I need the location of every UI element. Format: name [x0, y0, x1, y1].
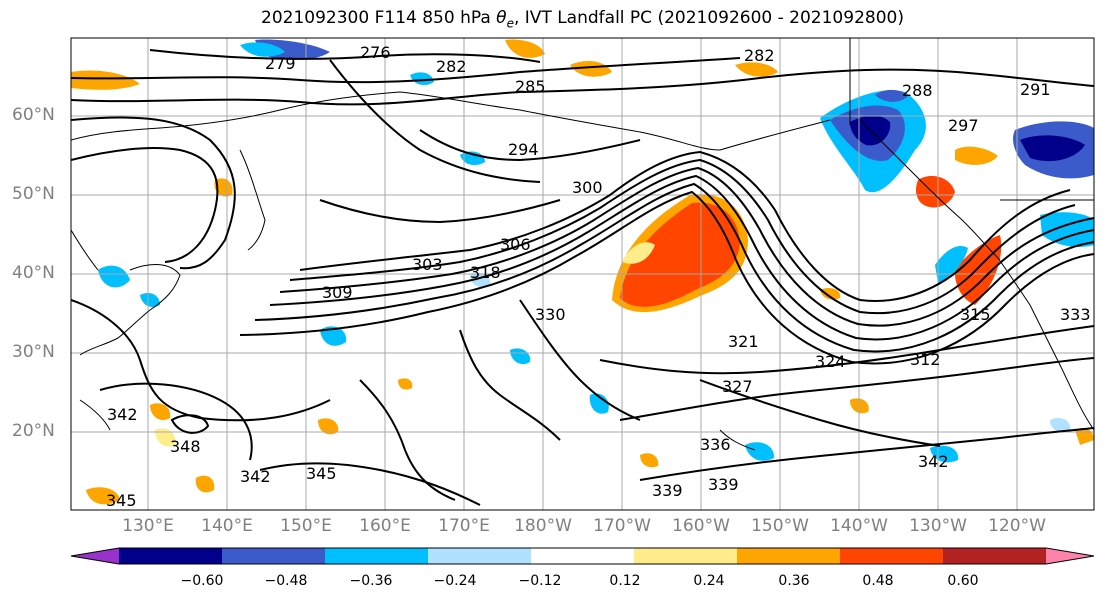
contour-label: 333 — [1060, 305, 1091, 324]
colorbar-segment — [428, 548, 532, 564]
contour-label: 282 — [744, 46, 775, 65]
lon-label: 140°E — [201, 516, 253, 536]
contour-label: 315 — [960, 305, 991, 324]
colorbar-tick-label: 0.48 — [862, 573, 894, 589]
contour-labels: 276 279 282 282 285 288 291 294 297 300 … — [106, 43, 1091, 510]
contour-label: 282 — [436, 57, 467, 76]
contour-label: 327 — [722, 377, 753, 396]
chart-title: 2021092300 F114 850 hPa θe, IVT Landfall… — [261, 8, 904, 31]
contour-label: 279 — [265, 54, 296, 73]
contour-label: 285 — [515, 77, 546, 96]
contour-label: 321 — [728, 332, 759, 351]
contour-label: 324 — [815, 352, 846, 371]
colorbar-segment — [119, 548, 223, 564]
lat-label: 40°N — [12, 263, 55, 283]
contour-label: 297 — [948, 116, 979, 135]
lon-label: 160°E — [359, 516, 411, 536]
contour-label: 330 — [535, 305, 566, 324]
colorbar-segment — [222, 548, 326, 564]
lon-label: 160°W — [672, 516, 730, 536]
colorbar-segment — [325, 548, 429, 564]
colorbar-tick-label: −0.48 — [264, 573, 308, 589]
lon-label: 120°W — [988, 516, 1046, 536]
contour-label: 276 — [360, 43, 391, 62]
lon-label: 180°W — [514, 516, 572, 536]
colorbar-segment — [531, 548, 635, 564]
colorbar — [70, 547, 1095, 565]
lon-label: 170°E — [438, 516, 490, 536]
colorbar-tick-label: 0.12 — [609, 573, 641, 589]
contour-label: 312 — [910, 350, 941, 369]
contour-label: 339 — [652, 481, 683, 500]
contour-label: 294 — [508, 140, 539, 159]
contour-label: 342 — [918, 452, 949, 471]
theta-e-contours — [71, 49, 1094, 506]
colorbar-tick-label: −0.24 — [433, 573, 477, 589]
contour-label: 288 — [902, 81, 933, 100]
colorbar-segment — [840, 548, 944, 564]
contour-label: 318 — [470, 263, 501, 282]
contour-label: 342 — [240, 467, 271, 486]
lon-label: 130°W — [909, 516, 967, 536]
colorbar-tick-label: 0.24 — [693, 573, 725, 589]
lon-label: 140°W — [830, 516, 888, 536]
contour-label: 339 — [708, 475, 739, 494]
colorbar-tick-label: 0.36 — [778, 573, 810, 589]
colorbar-segment — [737, 548, 841, 564]
colorbar-outline — [70, 547, 1095, 565]
colorbar-segment — [943, 548, 1047, 564]
lon-label: 130°E — [122, 516, 174, 536]
colorbar-tick-label: −0.60 — [180, 573, 224, 589]
lon-label: 170°W — [593, 516, 651, 536]
lat-label: 20°N — [12, 421, 55, 441]
contour-label: 342 — [107, 405, 138, 424]
graticule — [71, 38, 1094, 510]
colorbar-tick-label: 0.60 — [947, 573, 979, 589]
colorbar-extend-high — [1046, 548, 1094, 564]
colorbar-tick-label: −0.36 — [349, 573, 393, 589]
contour-label: 306 — [500, 235, 531, 254]
contour-label: 300 — [572, 178, 603, 197]
colorbar-tick-label: −0.12 — [518, 573, 562, 589]
lon-label: 150°W — [751, 516, 809, 536]
contour-label: 309 — [322, 283, 353, 302]
contour-label: 345 — [306, 464, 337, 483]
contour-label: 348 — [170, 437, 201, 456]
lat-label: 60°N — [12, 105, 55, 125]
lat-label: 50°N — [12, 184, 55, 204]
colorbar-extend-low — [71, 548, 119, 564]
map-frame — [70, 37, 1095, 511]
contour-label: 303 — [412, 255, 443, 274]
contour-label: 345 — [106, 491, 137, 510]
contour-label: 291 — [1020, 80, 1051, 99]
lon-label: 150°E — [280, 516, 332, 536]
lat-label: 30°N — [12, 342, 55, 362]
colorbar-segment — [634, 548, 738, 564]
contour-label: 336 — [700, 435, 731, 454]
